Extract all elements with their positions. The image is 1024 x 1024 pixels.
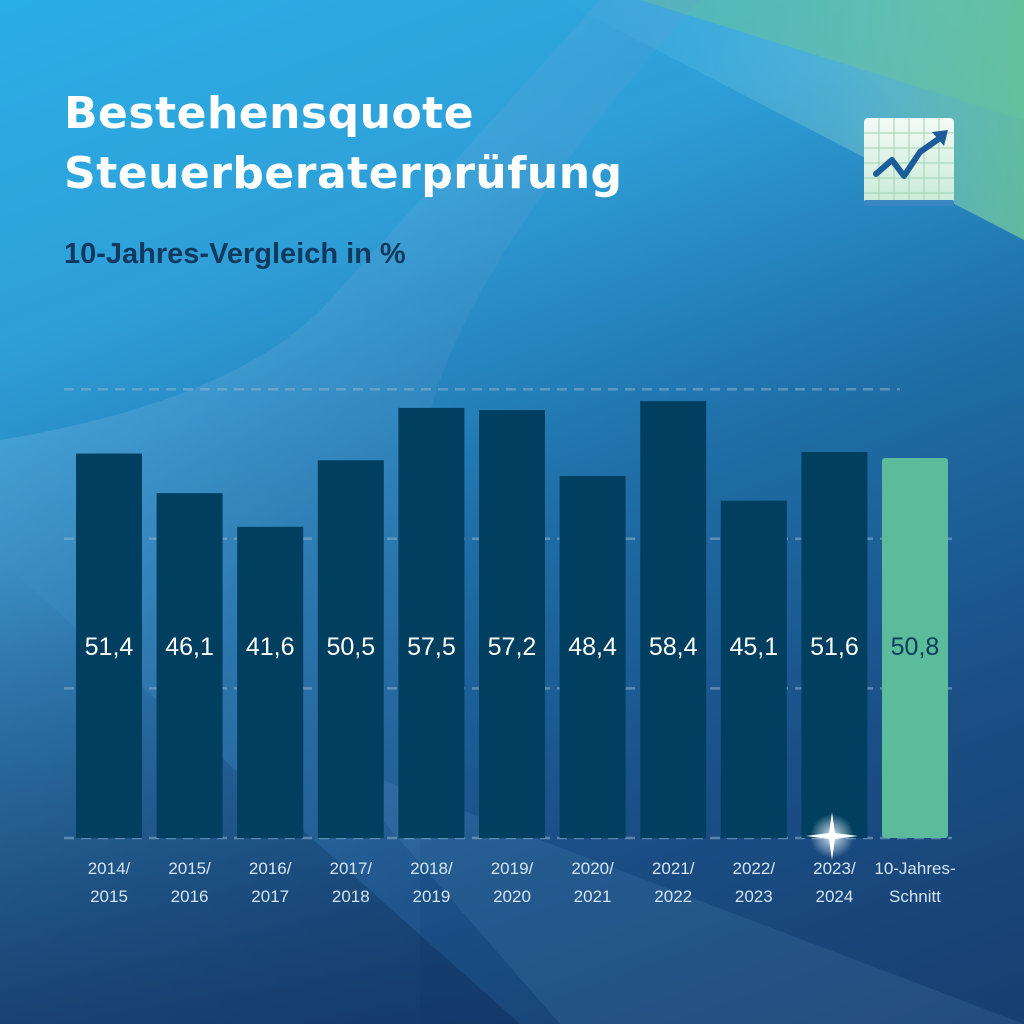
bar <box>76 453 142 838</box>
bar <box>801 452 868 838</box>
value-label: 51,6 <box>810 633 859 661</box>
value-label: 41,6 <box>246 633 295 661</box>
sparkle-decoration <box>806 812 858 860</box>
bar <box>237 526 304 838</box>
bar <box>398 407 465 838</box>
x-tick-label: 10-Jahres- <box>874 859 955 878</box>
x-tick-label: 2022 <box>654 887 692 906</box>
x-tick-label: 2024 <box>815 887 853 906</box>
x-tick-label: 2020/ <box>571 859 614 878</box>
x-tick-label: 2023/ <box>813 859 856 878</box>
x-tick-label: 2017/ <box>330 859 373 878</box>
value-label: 48,4 <box>568 633 617 661</box>
x-tick-label: 2020 <box>493 887 531 906</box>
x-tick-label: 2021/ <box>652 859 695 878</box>
x-tick-label: 2022/ <box>733 859 776 878</box>
bar <box>720 500 787 838</box>
x-tick-label: 2019/ <box>491 859 534 878</box>
value-label: 51,4 <box>85 633 134 661</box>
x-tick-label: 2016 <box>171 887 209 906</box>
value-label: 46,1 <box>165 633 214 661</box>
bar <box>559 475 626 838</box>
title-line-2: Steuerberaterprüfung <box>64 148 623 199</box>
bar <box>317 460 384 838</box>
trending-chart-icon <box>864 118 954 206</box>
x-tick-label: 2021 <box>574 887 612 906</box>
title-line-1: Bestehensquote <box>64 88 475 139</box>
bar <box>640 401 707 838</box>
value-label: 45,1 <box>729 633 778 661</box>
x-tick-label: Schnitt <box>889 887 941 906</box>
value-label: 58,4 <box>649 633 698 661</box>
value-label: 57,2 <box>488 633 537 661</box>
value-label: 57,5 <box>407 633 456 661</box>
chart-title: Bestehensquote Steuerberaterprüfung <box>64 84 623 204</box>
x-tick-label: 2016/ <box>249 859 292 878</box>
chart-subtitle: 10-Jahres-Vergleich in % <box>64 238 406 270</box>
x-tick-label: 2015/ <box>168 859 211 878</box>
x-tick-label: 2023 <box>735 887 773 906</box>
value-label: 50,8 <box>891 633 940 661</box>
x-tick-label: 2014/ <box>88 859 131 878</box>
x-tick-label: 2018 <box>332 887 370 906</box>
x-tick-label: 2017 <box>251 887 289 906</box>
x-tick-label: 2019 <box>412 887 450 906</box>
average-bar <box>882 458 948 838</box>
x-tick-label: 2015 <box>90 887 128 906</box>
value-label: 50,5 <box>326 633 375 661</box>
x-tick-label: 2018/ <box>410 859 453 878</box>
bar <box>479 410 545 838</box>
bar <box>156 493 223 838</box>
